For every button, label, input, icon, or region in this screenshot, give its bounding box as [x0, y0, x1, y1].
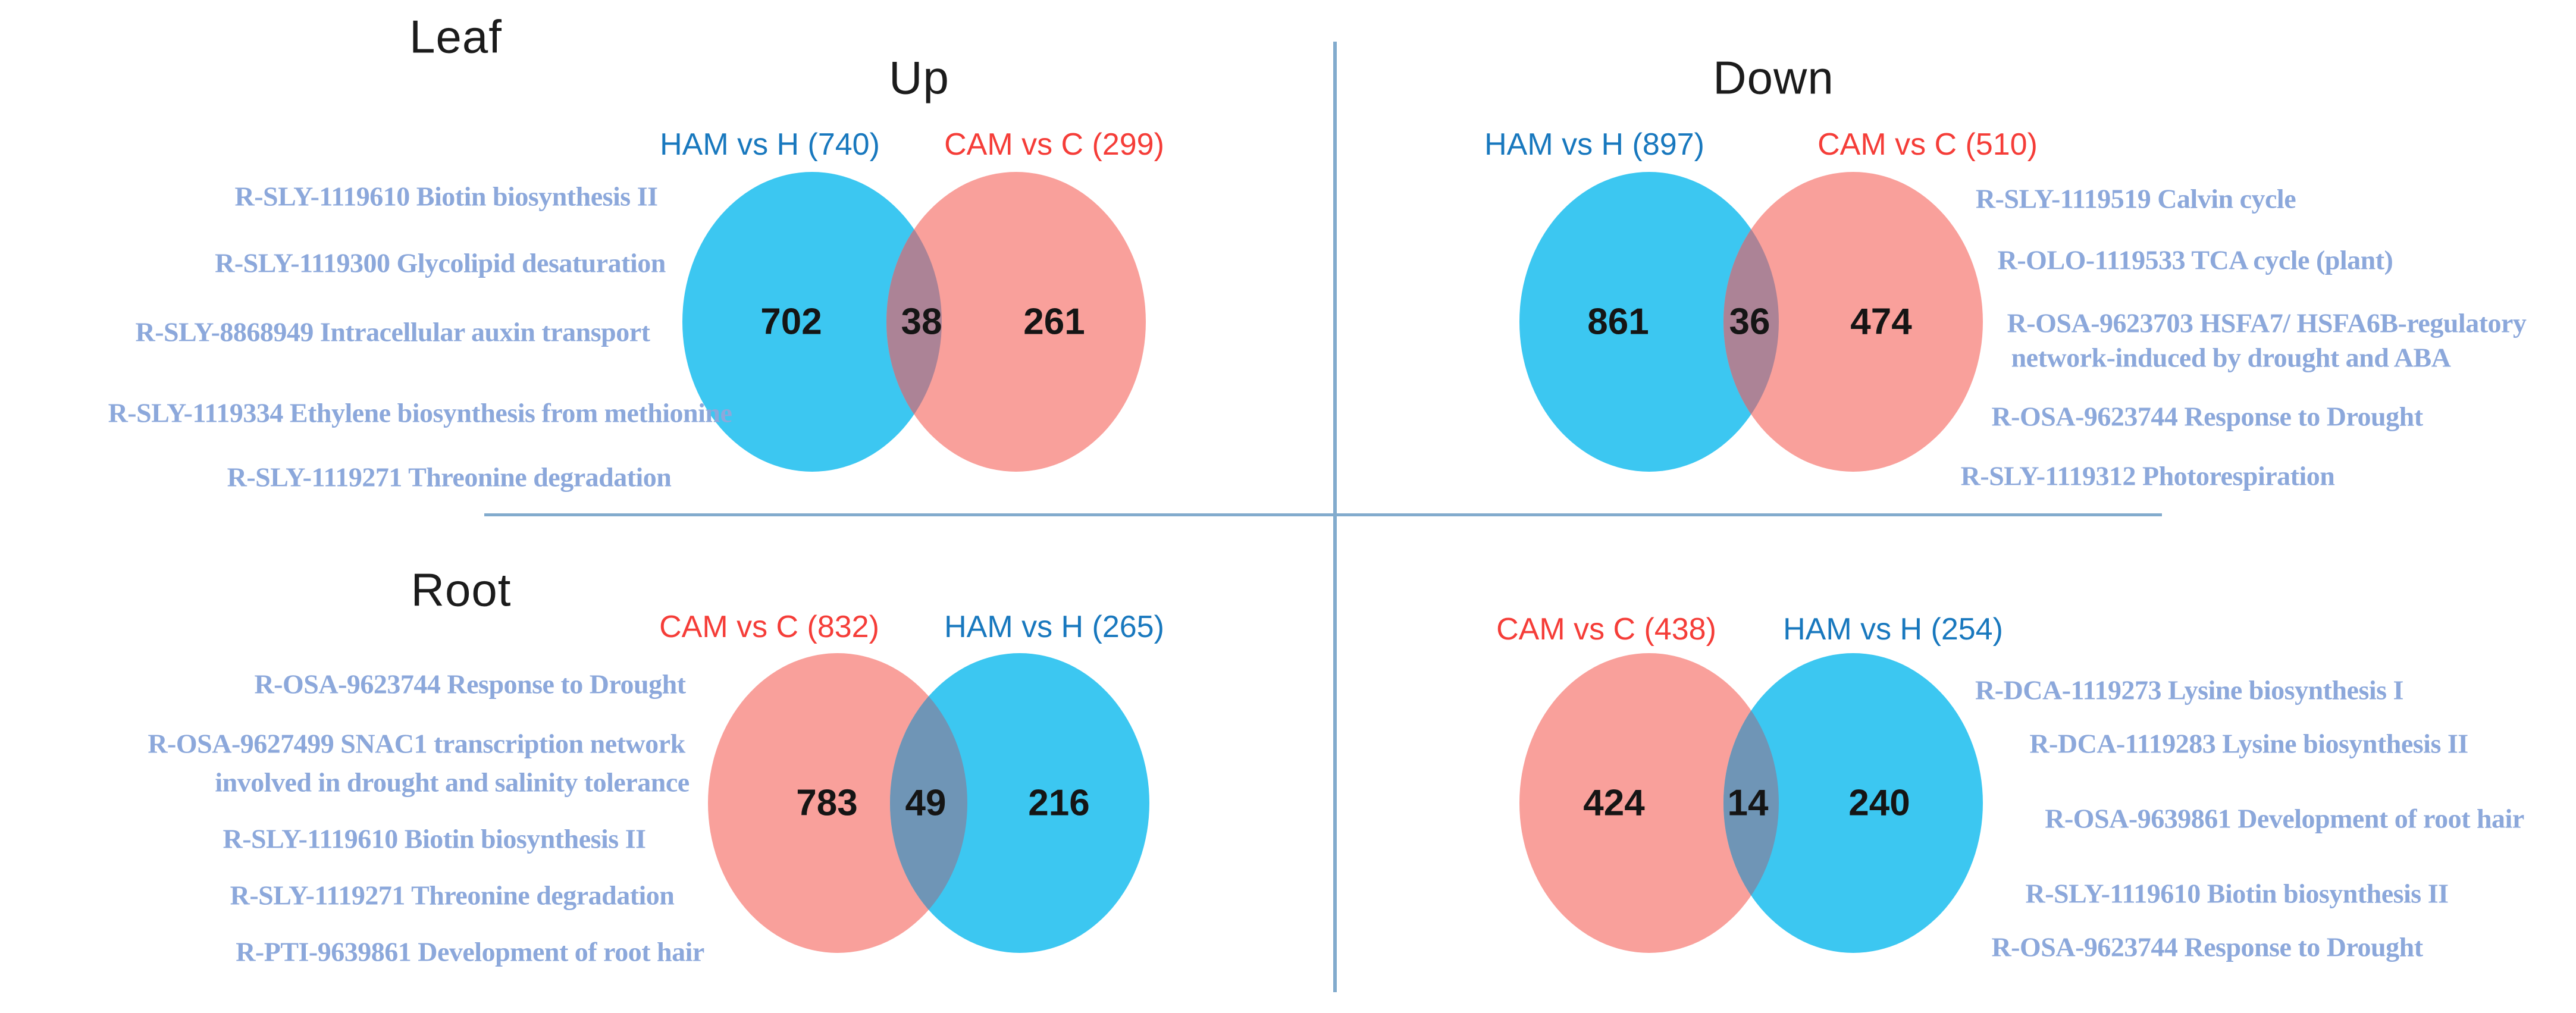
set-header-cam-root-up: CAM vs C (832)	[659, 610, 879, 644]
venn-diagram-leaf-down	[1519, 172, 1983, 472]
pathway-label: R-SLY-1119271 Threonine degradation	[230, 880, 675, 911]
count-left: 702	[760, 301, 822, 343]
count-left: 783	[796, 782, 858, 824]
pathway-label: involved in drought and salinity toleran…	[215, 767, 690, 798]
ham-circle	[890, 653, 1149, 953]
row-title-leaf: Leaf	[409, 10, 502, 63]
cam-circle	[1519, 653, 1779, 953]
ham-circle	[1519, 172, 1779, 472]
pathway-label: R-SLY-1119610 Biotin biosynthesis II	[234, 181, 658, 212]
set-header-ham-root-down: HAM vs H (254)	[1783, 612, 2003, 647]
count-right: 216	[1028, 782, 1090, 824]
count-left: 424	[1583, 782, 1645, 824]
pathway-label: R-SLY-8868949 Intracellular auxin transp…	[135, 316, 650, 347]
pathway-label: R-SLY-1119300 Glycolipid desaturation	[215, 247, 666, 278]
pathway-label: R-OSA-9623744 Response to Drought	[1991, 401, 2423, 432]
pathway-label: R-SLY-1119312 Photorespiration	[1960, 460, 2335, 491]
count-overlap: 38	[901, 301, 942, 343]
set-header-cam-leaf-up: CAM vs C (299)	[944, 127, 1164, 162]
pathway-label: R-SLY-1119271 Threonine degradation	[227, 462, 672, 493]
pathway-label: R-DCA-1119273 Lysine biosynthesis I	[1975, 675, 2403, 705]
set-header-cam-root-down: CAM vs C (438)	[1496, 612, 1716, 647]
venn-diagram-root-down	[1519, 653, 1983, 953]
col-title-down: Down	[1713, 51, 1834, 104]
col-title-up: Up	[889, 51, 949, 104]
set-header-ham-leaf-up: HAM vs H (740)	[660, 127, 880, 162]
ham-circle	[682, 172, 942, 472]
pathway-label: R-OSA-9623703 HSFA7/ HSFA6B-regulatory	[2007, 308, 2527, 338]
set-header-cam-leaf-down: CAM vs C (510)	[1817, 127, 2038, 162]
pathway-label: R-DCA-1119283 Lysine biosynthesis II	[2029, 728, 2468, 759]
count-overlap: 36	[1729, 301, 1770, 343]
pathway-label: R-SLY-1119334 Ethylene biosynthesis from…	[108, 397, 732, 428]
pathway-label: R-SLY-1119610 Biotin biosynthesis II	[222, 823, 646, 854]
row-title-root: Root	[410, 563, 512, 616]
pathway-label: R-PTI-9639861 Development of root hair	[236, 936, 704, 967]
count-left: 861	[1587, 301, 1649, 343]
cam-circle	[886, 172, 1146, 472]
venn-diagram-root-up	[708, 653, 1149, 953]
count-right: 474	[1850, 301, 1912, 343]
count-overlap: 14	[1727, 782, 1769, 824]
ham-circle	[1723, 653, 1983, 953]
set-header-ham-root-up: HAM vs H (265)	[944, 610, 1164, 644]
venn-diagram-leaf-up	[682, 172, 1146, 472]
pathway-label: R-OSA-9639861 Development of root hair	[2045, 803, 2524, 834]
cam-circle	[708, 653, 967, 953]
count-right: 240	[1848, 782, 1910, 824]
pathway-label: network-induced by drought and ABA	[2011, 342, 2451, 373]
pathway-label: R-OSA-9627499 SNAC1 transcription networ…	[148, 728, 685, 759]
quadrant-divider-vertical	[1333, 42, 1337, 992]
set-header-ham-leaf-down: HAM vs H (897)	[1484, 127, 1704, 162]
pathway-label: R-OSA-9623744 Response to Drought	[254, 669, 686, 700]
count-right: 261	[1023, 301, 1085, 343]
pathway-label: R-SLY-1119610 Biotin biosynthesis II	[2025, 878, 2449, 909]
pathway-label: R-SLY-1119519 Calvin cycle	[1975, 183, 2296, 214]
count-overlap: 49	[905, 782, 947, 824]
pathway-label: R-OSA-9623744 Response to Drought	[1991, 932, 2423, 962]
cam-circle	[1723, 172, 1983, 472]
pathway-label: R-OLO-1119533 TCA cycle (plant)	[1997, 244, 2393, 275]
quadrant-divider-horizontal	[484, 513, 2162, 516]
